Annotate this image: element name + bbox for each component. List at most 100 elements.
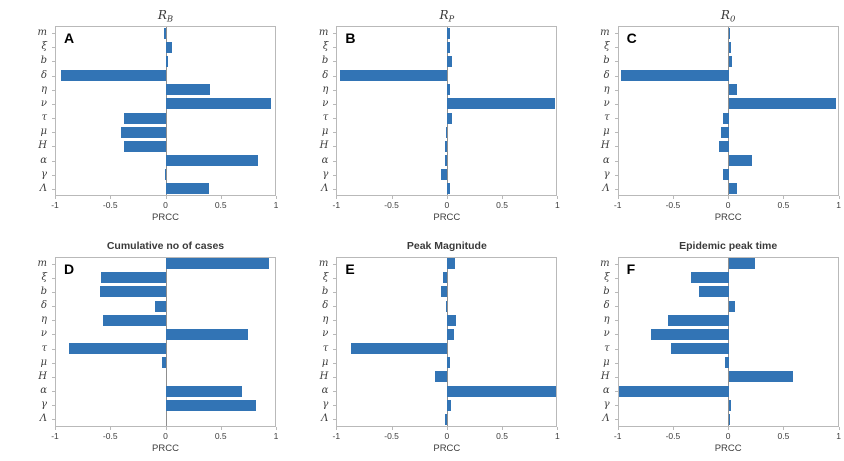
- ytick-mark: [333, 61, 337, 63]
- ytick-mark: [333, 320, 337, 322]
- ytick-label-Λ: Λ: [321, 413, 329, 425]
- ytick-label-m: m: [318, 257, 329, 269]
- xtick-mark: [446, 426, 448, 430]
- ytick-label-ξ: ξ: [604, 271, 610, 283]
- ytick-label-b: b: [321, 285, 329, 297]
- ytick-label-Λ: Λ: [602, 413, 610, 425]
- ytick-mark: [614, 348, 618, 350]
- ytick-label-α: α: [602, 154, 610, 166]
- xtick-mark: [617, 426, 619, 430]
- bar-α: [445, 155, 448, 167]
- ytick-label-α: α: [321, 154, 329, 166]
- bar-α: [619, 385, 729, 397]
- ytick-label-H: H: [319, 140, 329, 152]
- bar-ξ: [442, 272, 448, 284]
- ytick-mark: [52, 132, 55, 134]
- bar-τ: [447, 112, 452, 124]
- bar-ν: [166, 98, 271, 110]
- bar-Λ: [447, 183, 450, 195]
- bar-b: [166, 55, 169, 67]
- bar-μ: [446, 126, 448, 138]
- bar-b: [698, 286, 729, 298]
- xtick-label: -1: [51, 430, 59, 441]
- ytick-label-η: η: [603, 83, 610, 95]
- bar-τ: [671, 343, 729, 355]
- bar-m: [728, 27, 730, 39]
- ytick-mark: [614, 291, 618, 293]
- xtick-mark: [220, 196, 222, 199]
- xtick-mark: [336, 196, 338, 199]
- ytick-label-τ: τ: [604, 112, 610, 124]
- ytick-label-ν: ν: [322, 328, 329, 340]
- ytick-label-ξ: ξ: [604, 41, 610, 53]
- ytick-mark: [333, 47, 337, 49]
- panel-letter-E: E: [345, 260, 355, 277]
- ytick-label-m: m: [600, 27, 610, 39]
- bar-τ: [351, 343, 448, 355]
- bar-δ: [446, 300, 448, 312]
- ytick-label-ξ: ξ: [41, 271, 47, 283]
- xtick-label: 0.5: [777, 430, 790, 441]
- ytick-mark: [333, 160, 337, 162]
- ytick-mark: [614, 75, 618, 77]
- ytick-label-m: m: [600, 257, 610, 269]
- xtick-label: 0.5: [214, 200, 227, 210]
- bar-γ: [166, 399, 256, 411]
- bar-ν: [447, 328, 454, 340]
- ytick-label-τ: τ: [41, 112, 47, 124]
- ytick-mark: [333, 291, 337, 293]
- bar-μ: [161, 357, 166, 369]
- ytick-mark: [52, 118, 55, 120]
- ytick-label-b: b: [603, 285, 610, 297]
- ytick-mark: [333, 75, 337, 77]
- bar-τ: [124, 112, 166, 124]
- xtick-mark: [110, 426, 112, 430]
- xtick-mark: [672, 426, 674, 430]
- ytick-label-b: b: [321, 55, 329, 67]
- bar-δ: [728, 300, 736, 312]
- bar-γ: [440, 169, 448, 181]
- bar-α: [447, 385, 556, 397]
- ytick-label-b: b: [40, 285, 47, 297]
- ytick-label-ν: ν: [40, 97, 47, 109]
- ytick-mark: [614, 132, 618, 134]
- ytick-mark: [52, 61, 55, 63]
- ytick-mark: [333, 118, 337, 120]
- ytick-mark: [614, 146, 618, 148]
- x-axis-label: PRCC: [714, 212, 742, 223]
- xtick-label: -0.5: [102, 200, 118, 210]
- ytick-mark: [333, 33, 337, 35]
- ytick-mark: [614, 160, 618, 162]
- chart-title-subscript: P: [448, 14, 455, 25]
- xtick-mark: [617, 196, 619, 199]
- chart-title: RP: [336, 8, 557, 25]
- bar-γ: [164, 169, 166, 181]
- ytick-label-τ: τ: [41, 342, 47, 354]
- ytick-mark: [333, 348, 337, 350]
- chart-title: Peak Magnitude: [336, 239, 557, 253]
- ytick-label-γ: γ: [41, 168, 47, 180]
- ytick-label-H: H: [38, 370, 47, 382]
- xtick-mark: [165, 426, 167, 430]
- ytick-mark: [52, 47, 55, 49]
- bar-δ: [340, 70, 448, 82]
- bar-μ: [725, 357, 729, 369]
- ytick-mark: [52, 33, 55, 35]
- ytick-label-γ: γ: [322, 168, 329, 180]
- ytick-label-α: α: [602, 385, 610, 397]
- bar-μ: [120, 126, 166, 138]
- bar-γ: [728, 399, 731, 411]
- xtick-label: 0.5: [496, 200, 508, 210]
- panel-letter-D: D: [64, 260, 75, 277]
- ytick-label-η: η: [603, 314, 610, 326]
- bar-τ: [723, 112, 729, 124]
- bar-η: [166, 84, 211, 96]
- ytick-mark: [614, 334, 618, 336]
- xtick-label: -0.5: [384, 430, 399, 441]
- bar-m: [728, 258, 756, 270]
- bar-δ: [154, 300, 166, 312]
- chart-title: Epidemic peak time: [618, 239, 839, 253]
- xtick-label: -1: [332, 430, 341, 441]
